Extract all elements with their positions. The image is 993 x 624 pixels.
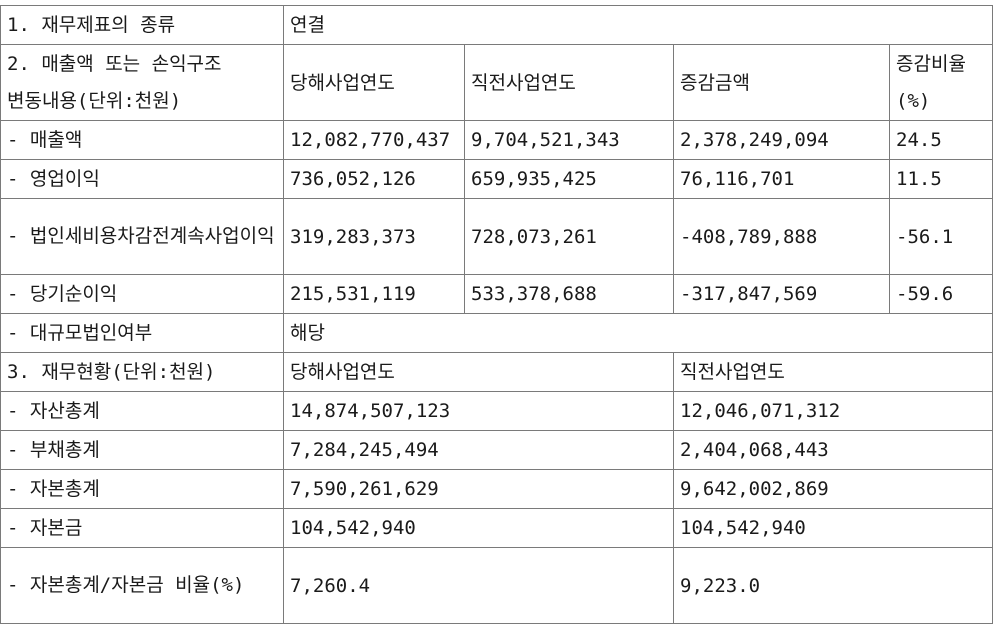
column-header-current-year: 당해사업연도 bbox=[283, 44, 465, 121]
current-year-value: 7,260.4 bbox=[283, 547, 674, 624]
change-rate-value: 11.5 bbox=[888, 159, 993, 199]
change-rate-value: -59.6 bbox=[888, 274, 993, 314]
table-row: 3. 재무현황(단위:천원) 당해사업연도 직전사업연도 bbox=[0, 352, 993, 392]
change-rate-value: 24.5 bbox=[888, 120, 993, 160]
table-row: - 당기순이익 215,531,119 533,378,688 -317,847… bbox=[0, 274, 993, 314]
table-row: - 대규모법인여부 해당 bbox=[0, 313, 993, 353]
current-year-value: 7,590,261,629 bbox=[283, 469, 674, 509]
row-label: - 매출액 bbox=[0, 120, 284, 160]
prior-year-value: 533,378,688 bbox=[464, 274, 674, 314]
current-year-value: 12,082,770,437 bbox=[283, 120, 465, 160]
current-year-value: 215,531,119 bbox=[283, 274, 465, 314]
prior-year-value: 9,223.0 bbox=[672, 547, 993, 624]
financial-position-section-label: 3. 재무현황(단위:천원) bbox=[0, 352, 284, 392]
row-label: - 법인세비용차감전계속사업이익 bbox=[0, 198, 284, 275]
row-label: - 영업이익 bbox=[0, 159, 284, 199]
row-label: - 자본금 bbox=[0, 508, 284, 548]
current-year-value: 14,874,507,123 bbox=[283, 391, 674, 431]
prior-year-value: 659,935,425 bbox=[464, 159, 674, 199]
statement-type-label: 1. 재무제표의 종류 bbox=[0, 5, 284, 45]
column-header-prior-year: 직전사업연도 bbox=[672, 352, 993, 392]
table-row: - 영업이익 736,052,126 659,935,425 76,116,70… bbox=[0, 159, 993, 199]
table-row: 2. 매출액 또는 손익구조 변동내용(단위:천원) 당해사업연도 직전사업연도… bbox=[0, 44, 993, 121]
change-amount-value: -317,847,569 bbox=[673, 274, 890, 314]
table-row: - 자본총계/자본금 비율(%) 7,260.4 9,223.0 bbox=[0, 547, 993, 624]
change-amount-value: -408,789,888 bbox=[673, 198, 890, 275]
table-row: - 매출액 12,082,770,437 9,704,521,343 2,378… bbox=[0, 120, 993, 160]
table-row: - 부채총계 7,284,245,494 2,404,068,443 bbox=[0, 430, 993, 470]
column-header-change-amount: 증감금액 bbox=[673, 44, 890, 121]
prior-year-value: 728,073,261 bbox=[464, 198, 674, 275]
column-header-prior-year: 직전사업연도 bbox=[464, 44, 674, 121]
change-amount-value: 2,378,249,094 bbox=[673, 120, 890, 160]
prior-year-value: 2,404,068,443 bbox=[672, 430, 993, 470]
income-section-label: 2. 매출액 또는 손익구조 변동내용(단위:천원) bbox=[0, 44, 284, 121]
row-label: - 자산총계 bbox=[0, 391, 284, 431]
row-label: - 부채총계 bbox=[0, 430, 284, 470]
prior-year-value: 9,642,002,869 bbox=[672, 469, 993, 509]
large-corp-value: 해당 bbox=[282, 313, 993, 353]
table-row: - 자본금 104,542,940 104,542,940 bbox=[0, 508, 993, 548]
table-row: - 자본총계 7,590,261,629 9,642,002,869 bbox=[0, 469, 993, 509]
change-rate-value: -56.1 bbox=[888, 198, 993, 275]
disclosure-table: 1. 재무제표의 종류 연결 2. 매출액 또는 손익구조 변동내용(단위:천원… bbox=[0, 5, 993, 624]
column-header-change-rate: 증감비율(%) bbox=[888, 44, 993, 121]
prior-year-value: 12,046,071,312 bbox=[672, 391, 993, 431]
row-label: - 자본총계/자본금 비율(%) bbox=[0, 547, 284, 624]
change-amount-value: 76,116,701 bbox=[673, 159, 890, 199]
large-corp-label: - 대규모법인여부 bbox=[0, 313, 284, 353]
statement-type-value: 연결 bbox=[282, 5, 993, 45]
current-year-value: 319,283,373 bbox=[283, 198, 465, 275]
current-year-value: 104,542,940 bbox=[283, 508, 674, 548]
current-year-value: 7,284,245,494 bbox=[283, 430, 674, 470]
row-label: - 자본총계 bbox=[0, 469, 284, 509]
table-row: - 법인세비용차감전계속사업이익 319,283,373 728,073,261… bbox=[0, 198, 993, 275]
table-row: 1. 재무제표의 종류 연결 bbox=[0, 5, 993, 45]
prior-year-value: 9,704,521,343 bbox=[464, 120, 674, 160]
column-header-current-year: 당해사업연도 bbox=[283, 352, 674, 392]
prior-year-value: 104,542,940 bbox=[672, 508, 993, 548]
table-row: - 자산총계 14,874,507,123 12,046,071,312 bbox=[0, 391, 993, 431]
row-label: - 당기순이익 bbox=[0, 274, 284, 314]
current-year-value: 736,052,126 bbox=[283, 159, 465, 199]
